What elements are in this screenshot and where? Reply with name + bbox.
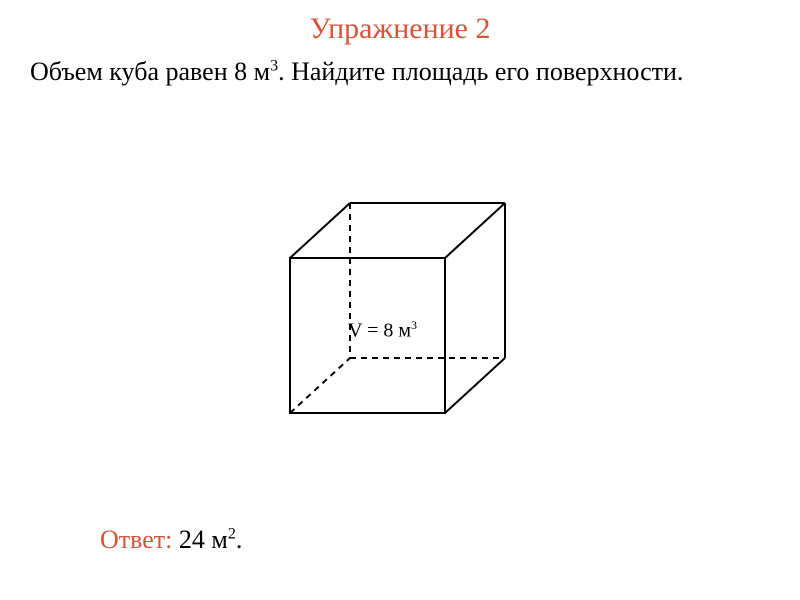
volume-label: V = 8 м3	[348, 318, 417, 343]
volume-text: V = 8 м	[348, 320, 411, 342]
exercise-title: Упражнение 2	[0, 0, 800, 46]
answer-value-2: .	[236, 525, 243, 554]
answer-value: 24 м2.	[179, 525, 242, 554]
cube-bottom-right-edge	[445, 358, 505, 413]
problem-text-2: . Найдите площадь его поверхности.	[278, 57, 683, 86]
problem-text-1: Объем куба равен 8 м	[30, 57, 270, 86]
answer-line: Ответ: 24 м2.	[100, 525, 242, 555]
cube-top-left-edge	[290, 203, 350, 258]
problem-exp-1: 3	[270, 57, 278, 74]
answer-value-1: 24 м	[179, 525, 228, 554]
cube-svg	[280, 188, 520, 428]
cube-bottom-left-hidden	[290, 358, 350, 413]
volume-exp: 3	[411, 318, 417, 332]
answer-value-exp: 2	[228, 525, 236, 542]
cube-top-right-edge	[445, 203, 505, 258]
problem-statement: Объем куба равен 8 м3. Найдите площадь е…	[0, 46, 800, 89]
answer-label: Ответ:	[100, 525, 179, 554]
cube-diagram: V = 8 м3	[280, 188, 520, 428]
